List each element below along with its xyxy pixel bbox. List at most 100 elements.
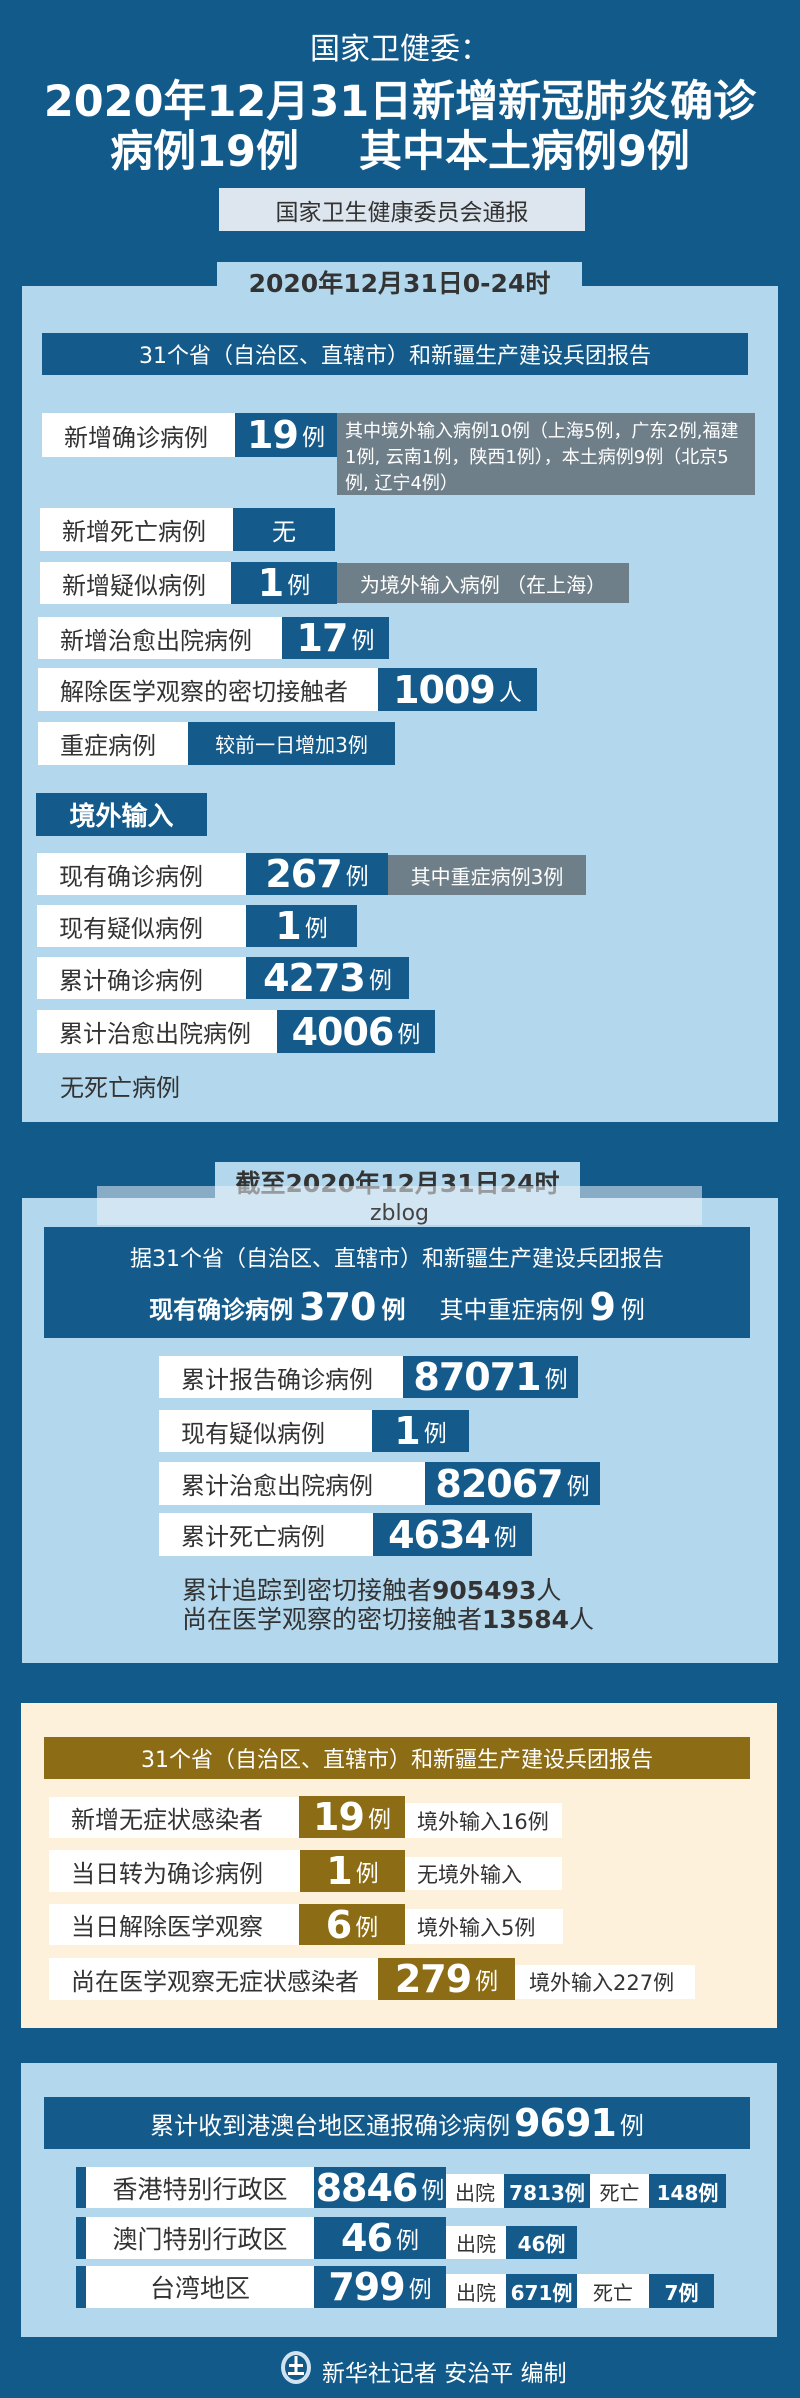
value-number: 6 (325, 1902, 352, 1947)
death-value: 7例 (649, 2274, 714, 2308)
row-value: 279 例 (378, 1957, 515, 2001)
discharged-value: 46例 (506, 2226, 577, 2259)
value-unit: 例 (544, 1367, 568, 1393)
discharged-label: 出院 (446, 2274, 506, 2308)
value-number: 1 (257, 561, 284, 605)
row-label: 尚在医学观察无症状感染者 (49, 1958, 378, 2000)
row-label: 新增治愈出院病例 (38, 617, 282, 659)
observed-label: 尚在医学观察的密切接触者 (182, 1605, 483, 1634)
row-value: 17 例 (282, 616, 389, 660)
value-unit: 例 (345, 864, 369, 890)
value-number: 82067 (435, 1461, 563, 1506)
row-value: 4273 例 (246, 956, 409, 1000)
value-unit: 例 (367, 1807, 391, 1833)
row-note: 境外输入227例 (515, 1965, 695, 1999)
current-label: 现有确诊病例 (149, 1295, 294, 1324)
daily-tab: 2020年12月31日0-24时 (217, 262, 582, 302)
row-accent (76, 2167, 86, 2208)
traced-value: 905493 (432, 1576, 537, 1605)
row-label: 当日解除医学观察 (49, 1904, 299, 1945)
row-accent (76, 2266, 86, 2308)
row-label: 当日转为确诊病例 (49, 1850, 300, 1892)
row-label: 新增确诊病例 (42, 413, 235, 457)
value-unit: 例 (355, 1861, 379, 1887)
discharged-label: 出院 (446, 2174, 504, 2208)
value-number: 17 (296, 616, 349, 660)
severe-value: 9 (589, 1285, 615, 1329)
value-number: 19 (313, 1795, 365, 1839)
discharged-value: 671例 (506, 2274, 577, 2308)
row-label: 累计死亡病例 (159, 1513, 373, 1556)
traced-label: 累计追踪到密切接触者 (182, 1576, 433, 1605)
traced-unit: 人 (536, 1576, 562, 1605)
value-unit: 人 (498, 679, 522, 706)
contacts-observed: 尚在医学观察的密切接触者13584人 (182, 1600, 594, 1636)
value-unit: 例 (287, 573, 311, 599)
title-local: 其中本土病例9例 (358, 127, 690, 177)
watermark: zblog (97, 1186, 702, 1226)
value-unit: 例 (421, 2177, 445, 2204)
row-value: 19 例 (235, 413, 337, 457)
row-label: 现有疑似病例 (159, 1410, 372, 1452)
value-unit: 例 (423, 1421, 447, 1447)
value-unit: 例 (301, 425, 325, 451)
value-number: 799 (328, 2265, 405, 2309)
imported-footnote: 无死亡病例 (60, 1074, 180, 1102)
title-total: 病例19例 (110, 127, 299, 177)
row-value: 较前一日增加3例 (188, 722, 395, 765)
hmt-total-unit: 例 (619, 2111, 644, 2140)
region-value: 799 例 (314, 2265, 446, 2309)
row-value: 19 例 (299, 1795, 405, 1839)
value-unit: 例 (395, 2228, 419, 2254)
hmt-total: 9691 (514, 2101, 617, 2145)
death-value: 148例 (649, 2174, 726, 2208)
region-label: 台湾地区 (86, 2266, 314, 2308)
hmt-header-label: 累计收到港澳台地区通报确诊病例 (150, 2111, 511, 2140)
page-title-line2: 病例19例 其中本土病例9例 (0, 122, 800, 177)
region-label: 澳门特别行政区 (86, 2217, 314, 2259)
row-value: 87071 例 (403, 1355, 578, 1399)
row-note: 其中重症病例3例 (388, 855, 586, 895)
value-number: 1009 (393, 667, 496, 712)
current-unit: 例 (381, 1295, 406, 1324)
current-value: 370 (299, 1285, 376, 1329)
value-unit: 例 (566, 1473, 590, 1500)
current-summary: 现有确诊病例 370 例 其中重症病例 9 例 (44, 1285, 750, 1329)
severe-unit: 例 (620, 1295, 645, 1324)
death-label: 死亡 (590, 2174, 649, 2208)
value-number: 46 (341, 2216, 393, 2260)
value-unit: 例 (355, 1914, 379, 1941)
row-label: 累计治愈出院病例 (37, 1010, 277, 1053)
row-value: 4634 例 (373, 1513, 532, 1557)
value-unit: 例 (304, 916, 328, 942)
row-label: 现有疑似病例 (37, 905, 246, 947)
discharged-label: 出院 (446, 2226, 506, 2259)
row-value: 4006 例 (277, 1010, 435, 1054)
row-value: 1009 人 (378, 667, 537, 712)
hmt-header: 累计收到港澳台地区通报确诊病例 9691 例 (44, 2097, 750, 2149)
value-number: 8846 (315, 2165, 419, 2210)
imported-title: 境外输入 (36, 793, 207, 836)
value-number: 279 (394, 1957, 472, 2001)
value-number: 19 (247, 413, 299, 457)
row-label: 重症病例 (38, 722, 188, 765)
observed-value: 13584 (482, 1605, 569, 1634)
header-subtitle: 国家卫健委： (310, 32, 490, 67)
region-label: 香港特别行政区 (86, 2167, 314, 2208)
row-value: 82067 例 (425, 1461, 600, 1506)
row-note: 境外输入16例 (405, 1803, 562, 1838)
value-unit: 例 (408, 2277, 432, 2303)
row-label: 新增疑似病例 (40, 562, 231, 604)
row-note: 境外输入5例 (405, 1909, 563, 1944)
row-label: 解除医学观察的密切接触者 (38, 668, 378, 711)
value-unit: 例 (493, 1524, 517, 1551)
daily-report-header: 31个省（自治区、直辖市）和新疆生产建设兵团报告 (42, 333, 748, 375)
asymptomatic-header: 31个省（自治区、直辖市）和新疆生产建设兵团报告 (44, 1737, 750, 1779)
contacts-traced: 累计追踪到密切接触者905493人 (182, 1571, 561, 1607)
value-number: 1 (326, 1849, 352, 1893)
